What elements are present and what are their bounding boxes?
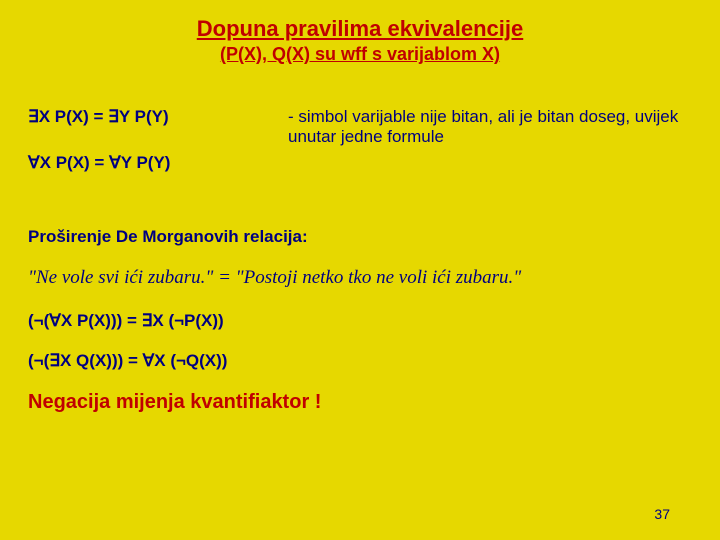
- equivalence-exists: ∃X P(X) = ∃Y P(Y): [28, 107, 288, 127]
- slide: Dopuna pravilima ekvivalencije (P(X), Q(…: [0, 0, 720, 540]
- variable-note: - simbol varijable nije bitan, ali je bi…: [288, 107, 692, 199]
- demorgan-line-2: (¬(∃X Q(X))) = ∀X (¬Q(X)): [28, 351, 692, 371]
- demorgan-formulas: (¬(∀X P(X))) = ∃X (¬P(X)) (¬(∃X Q(X))) =…: [28, 311, 692, 371]
- page-number: 37: [654, 506, 670, 522]
- slide-title: Dopuna pravilima ekvivalencije: [28, 16, 692, 42]
- equivalence-row: ∃X P(X) = ∃Y P(Y) ∀X P(X) = ∀Y P(Y) - si…: [28, 107, 692, 199]
- demorgan-heading: Proširenje De Morganovih relacija:: [28, 227, 692, 247]
- final-statement: Negacija mijenja kvantifiaktor !: [28, 391, 692, 414]
- equivalence-forall: ∀X P(X) = ∀Y P(Y): [28, 153, 288, 173]
- slide-subtitle: (P(X), Q(X) su wff s varijablom X): [28, 44, 692, 65]
- demorgan-example-sentence: "Ne vole svi ići zubaru." = "Postoji net…: [28, 267, 692, 289]
- demorgan-line-1: (¬(∀X P(X))) = ∃X (¬P(X)): [28, 311, 692, 331]
- equivalence-column: ∃X P(X) = ∃Y P(Y) ∀X P(X) = ∀Y P(Y): [28, 107, 288, 199]
